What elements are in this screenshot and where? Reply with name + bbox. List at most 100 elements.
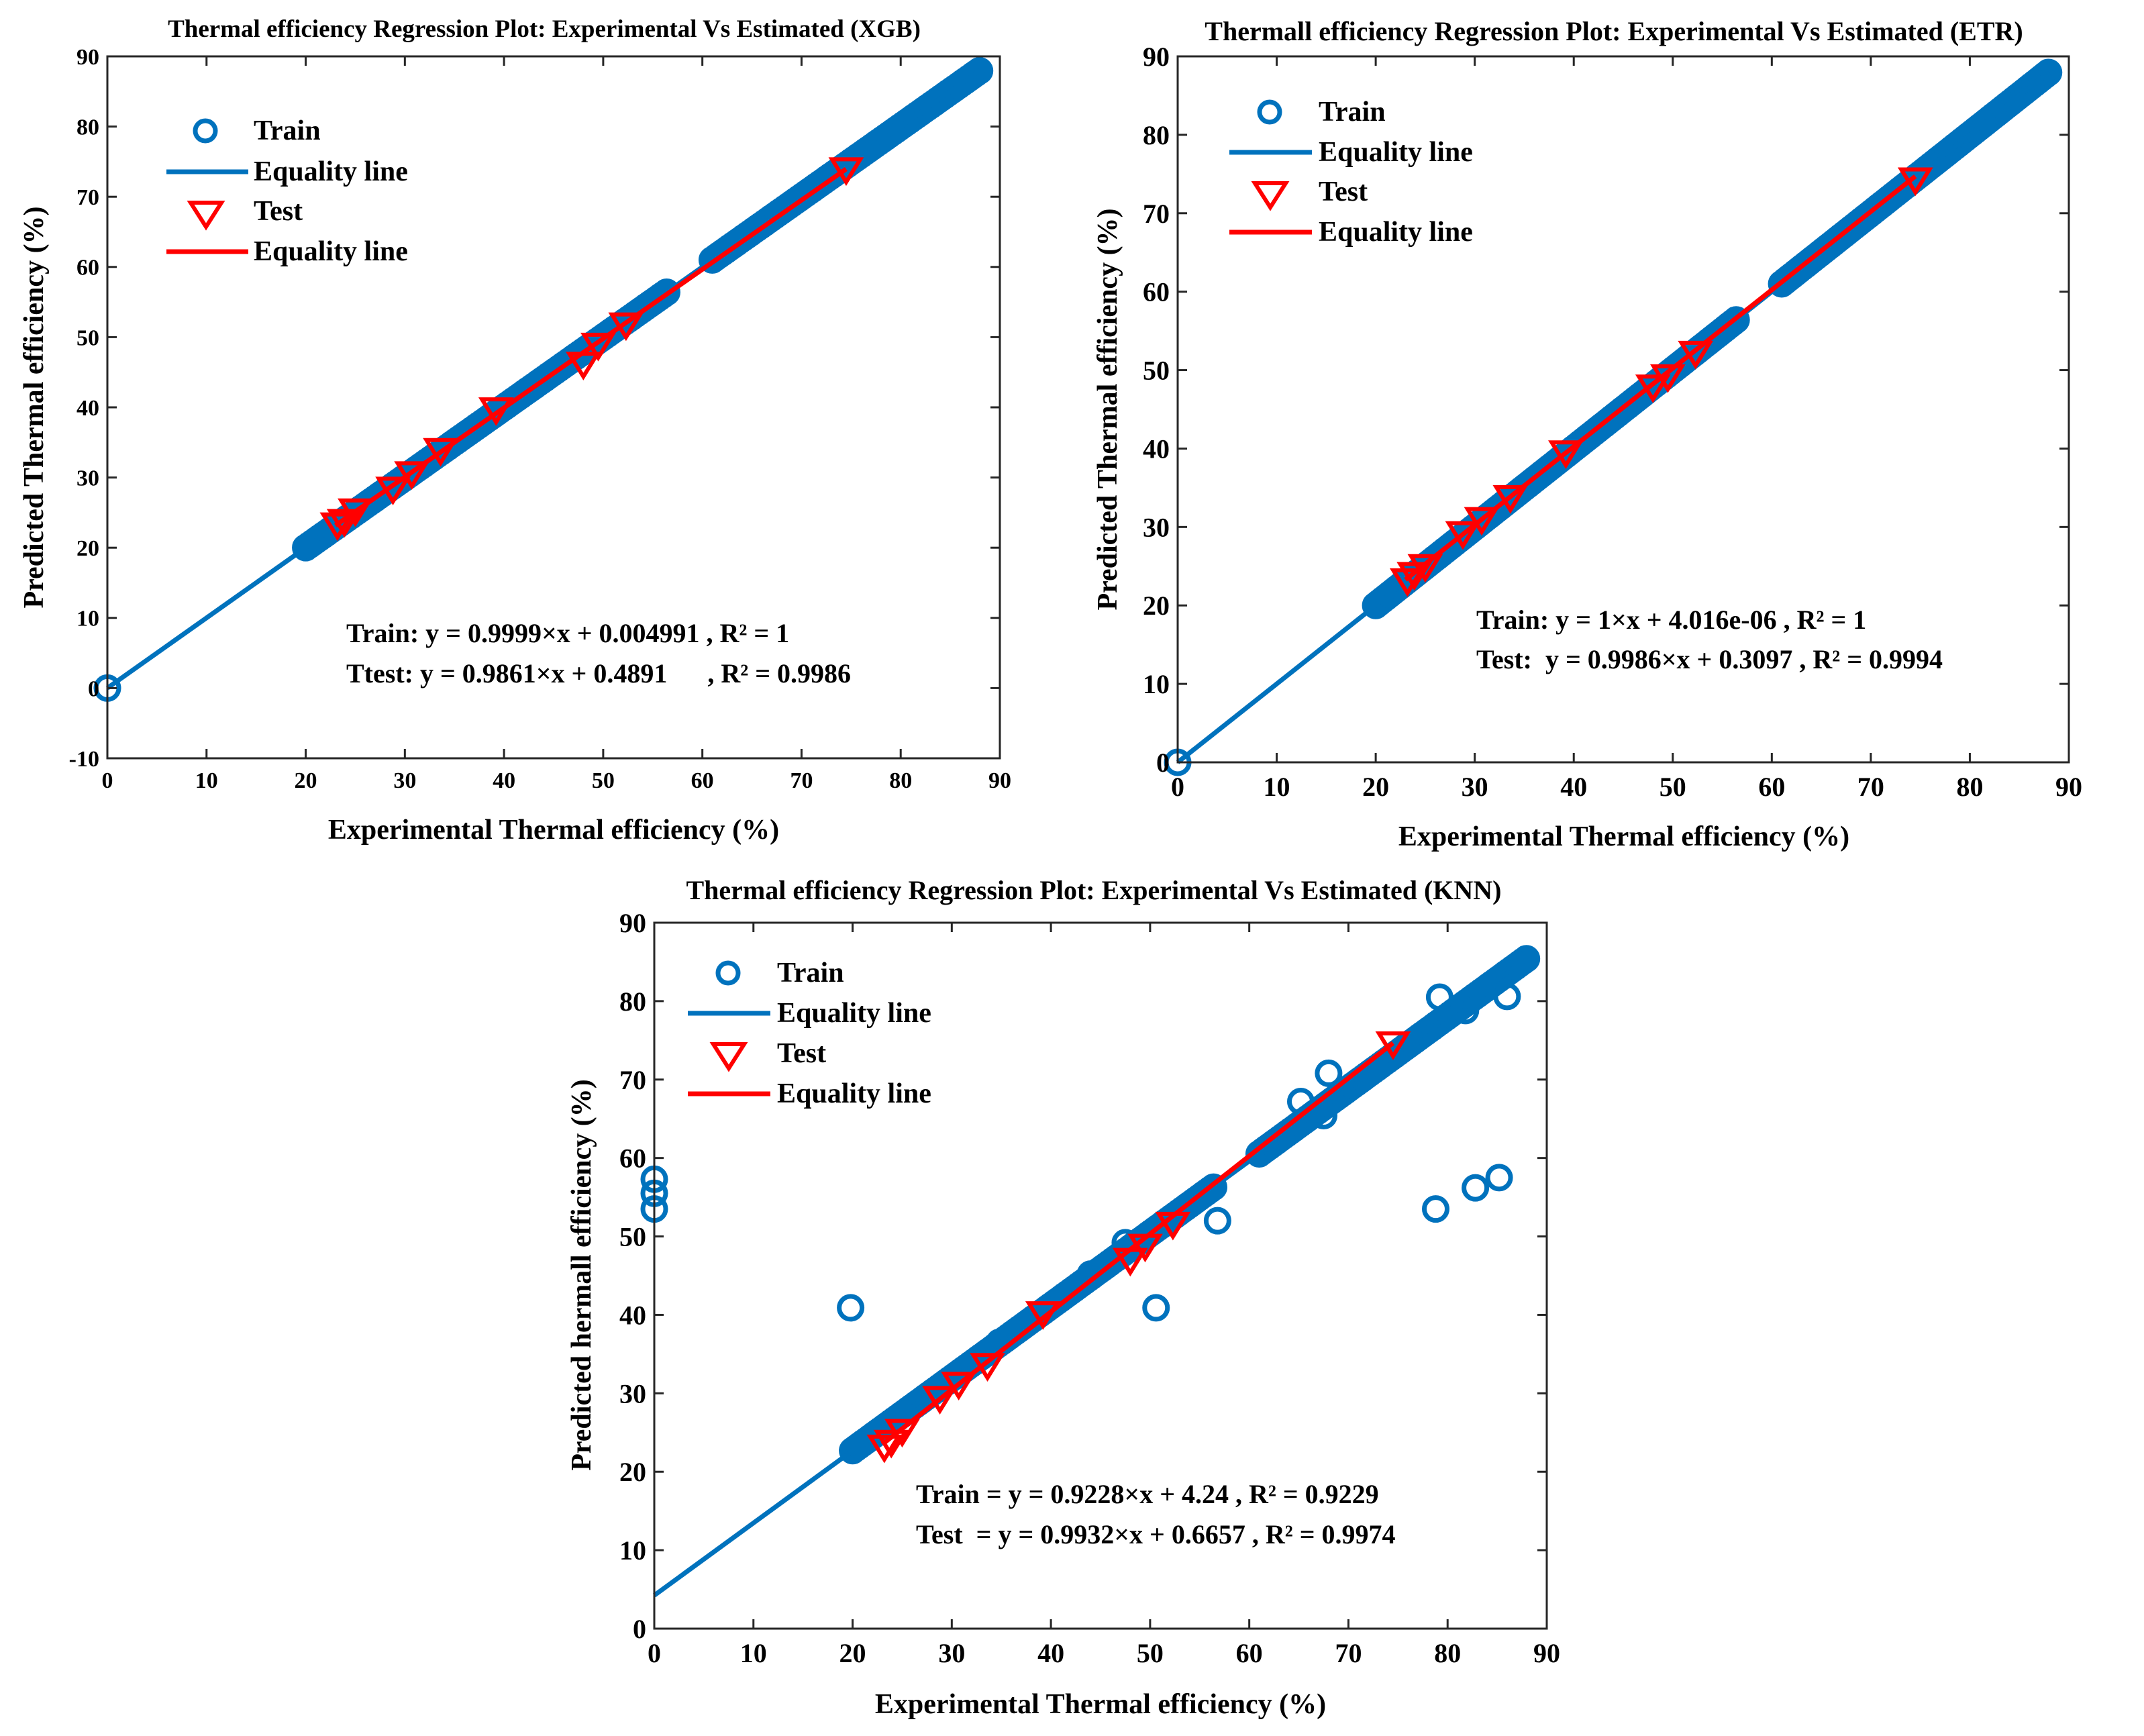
legend-test-marker-icon <box>1251 181 1290 211</box>
legend-train-marker-icon <box>715 960 741 986</box>
x-tick-label: 40 <box>493 768 515 793</box>
x-tick-label: 10 <box>1264 772 1290 802</box>
legend: Train Equality line Test Equality line <box>688 958 931 1109</box>
y-tick-label: 0 <box>88 676 99 701</box>
test-point <box>1678 340 1714 370</box>
train-point <box>1513 945 1541 973</box>
x-axis: 0 10 20 30 40 50 60 70 80 90 <box>102 56 1011 793</box>
legend-label-equality-test: Equality line <box>254 236 408 267</box>
legend-label-test: Test <box>254 196 303 227</box>
train-fit-annotation: Train: y = 1×x + 4.016e-06 , R² = 1 <box>1476 605 1866 635</box>
legend: Train Equality line Test Equality line <box>1229 97 1473 248</box>
test-point <box>922 1386 958 1415</box>
legend-test-marker-icon <box>709 1042 748 1072</box>
y-axis-label: Predicted Thermal efficiency (%) <box>19 206 50 608</box>
test-fit-annotation: Test = y = 0.9932×x + 0.6657 , R² = 0.99… <box>916 1519 1396 1549</box>
y-axis-label: Predicted Thermal efficiency (%) <box>1092 208 1123 610</box>
data-layer <box>93 56 994 702</box>
y-tick-label: 30 <box>76 466 99 491</box>
test-point <box>1407 554 1443 583</box>
x-tick-label: 40 <box>1560 772 1587 802</box>
y-tick-label: 70 <box>1143 199 1170 229</box>
legend-label-equality-test: Equality line <box>777 1078 931 1109</box>
train-point <box>1199 1173 1227 1201</box>
train-point <box>1142 1294 1170 1322</box>
y-tick-label: 20 <box>1143 591 1170 621</box>
y-tick-label: 90 <box>619 908 646 938</box>
chart-panel-etr: Thermall efficiency Regression Plot: Exp… <box>1092 16 2082 852</box>
y-axis: -10 0 10 20 30 40 50 60 70 80 90 <box>69 45 1000 772</box>
x-tick-label: 70 <box>1335 1638 1362 1668</box>
y-tick-label: 50 <box>619 1222 646 1252</box>
x-tick-label: 20 <box>839 1638 866 1668</box>
chart-title: Thermal efficiency Regression Plot: Expe… <box>686 875 1502 905</box>
test-point <box>565 352 601 380</box>
legend-train-marker-icon <box>193 118 218 144</box>
test-point <box>394 461 430 491</box>
test-point <box>941 1372 977 1401</box>
x-tick-label: 30 <box>393 768 416 793</box>
y-tick-label: 50 <box>1143 356 1170 386</box>
x-axis-label: Experimental Thermal efficiency (%) <box>1398 821 1849 852</box>
y-tick-label: 80 <box>1143 120 1170 150</box>
test-point <box>1389 568 1425 597</box>
x-tick-label: 70 <box>790 768 813 793</box>
train-point <box>1203 1207 1231 1235</box>
y-tick-label: -10 <box>69 747 99 772</box>
y-tick-label: 30 <box>619 1378 646 1409</box>
y-tick-label: 40 <box>619 1300 646 1330</box>
test-point <box>1635 374 1671 403</box>
train-point <box>1462 1174 1490 1202</box>
legend-label-equality-train: Equality line <box>777 998 931 1029</box>
test-point <box>1464 507 1500 536</box>
y-tick-label: 80 <box>76 115 99 140</box>
legend-label-equality-test: Equality line <box>1319 217 1473 248</box>
y-tick-label: 50 <box>76 325 99 350</box>
y-axis: 0 10 20 30 40 50 60 70 80 90 <box>1143 42 2069 778</box>
y-tick-label: 10 <box>76 607 99 631</box>
chart-panel-xgb: Thermal efficiency Regression Plot: Expe… <box>19 15 1011 846</box>
x-tick-label: 0 <box>1171 772 1184 802</box>
test-point <box>1155 1211 1191 1241</box>
x-axis-label: Experimental Thermal efficiency (%) <box>875 1689 1326 1720</box>
y-tick-label: 40 <box>76 396 99 421</box>
train-point <box>1425 983 1453 1011</box>
y-axis-label: Predicted hermall efficiency (%) <box>566 1079 597 1471</box>
y-tick-label: 60 <box>619 1143 646 1174</box>
x-tick-label: 20 <box>295 768 317 793</box>
test-point <box>375 476 411 506</box>
y-tick-label: 60 <box>76 256 99 280</box>
x-tick-label: 50 <box>1137 1638 1164 1668</box>
x-tick-label: 30 <box>1462 772 1488 802</box>
test-point <box>1492 484 1529 514</box>
y-tick-label: 30 <box>1143 512 1170 542</box>
x-axis-label: Experimental Thermal efficiency (%) <box>328 815 779 846</box>
test-point <box>1127 1233 1163 1263</box>
test-point <box>319 512 356 542</box>
test-point <box>478 397 514 426</box>
train-point <box>2035 58 2063 87</box>
y-tick-label: 80 <box>619 986 646 1017</box>
x-axis: 0 10 20 30 40 50 60 70 80 90 <box>1171 56 2082 802</box>
test-point <box>1897 167 1933 197</box>
x-tick-label: 80 <box>1956 772 1983 802</box>
test-point <box>1375 1031 1411 1060</box>
chart-panel-knn: Thermal efficiency Regression Plot: Expe… <box>566 875 1560 1720</box>
y-tick-label: 70 <box>619 1065 646 1095</box>
y-axis: 0 10 20 30 40 50 60 70 80 90 <box>619 908 1547 1644</box>
x-tick-label: 60 <box>1236 1638 1263 1668</box>
test-point <box>970 1353 1005 1382</box>
x-tick-label: 70 <box>1857 772 1884 802</box>
train-point <box>652 278 680 306</box>
y-tick-label: 90 <box>1143 42 1170 72</box>
y-tick-label: 10 <box>619 1535 646 1566</box>
legend-label-train: Train <box>254 115 321 146</box>
y-tick-label: 40 <box>1143 433 1170 464</box>
x-tick-label: 40 <box>1037 1638 1064 1668</box>
x-tick-label: 10 <box>740 1638 767 1668</box>
test-point <box>1650 364 1686 393</box>
y-tick-label: 20 <box>619 1457 646 1487</box>
train-equality-line <box>652 956 1529 1598</box>
test-point <box>866 1434 903 1464</box>
test-point <box>608 312 644 342</box>
